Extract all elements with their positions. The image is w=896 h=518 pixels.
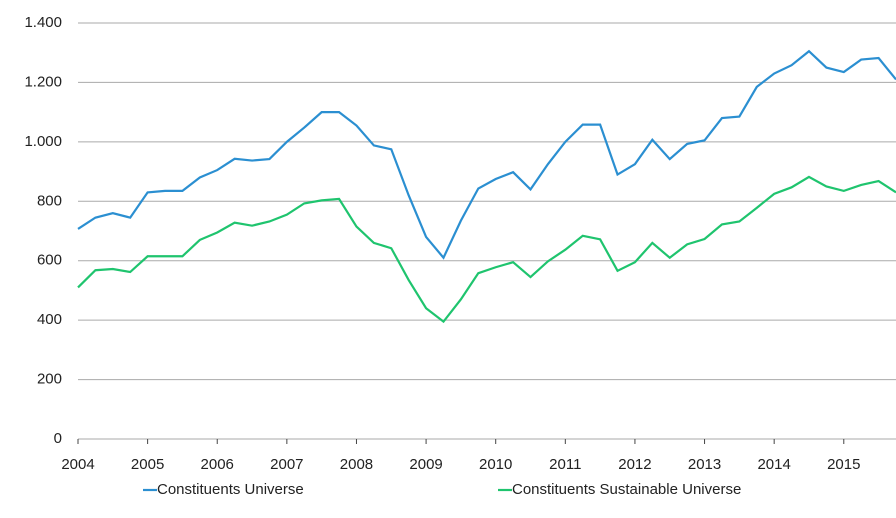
y-tick-label: 1.200: [24, 73, 62, 90]
x-tick-label: 2005: [131, 456, 164, 473]
series-line: [77, 175, 896, 324]
x-tick-label: 2014: [757, 456, 790, 473]
y-tick-label: 600: [37, 252, 62, 269]
x-tick-label: 2015: [827, 456, 860, 473]
x-tick-label: 2012: [618, 456, 651, 473]
x-tick-label: 2006: [201, 456, 234, 473]
series-line: [77, 49, 896, 260]
legend-label: Constituents Universe: [157, 481, 304, 498]
x-tick-label: 2007: [270, 456, 303, 473]
y-tick-label: 1.400: [24, 14, 62, 31]
x-tick-label: 2009: [409, 456, 442, 473]
y-tick-label: 0: [54, 430, 62, 447]
x-tick-label: 2013: [688, 456, 721, 473]
x-tick-label: 2004: [61, 456, 94, 473]
y-tick-label: 200: [37, 371, 62, 388]
x-tick-label: 2011: [549, 456, 581, 473]
x-tick-label: 2008: [340, 456, 373, 473]
legend-label: Constituents Sustainable Universe: [512, 481, 741, 498]
y-tick-label: 800: [37, 192, 62, 209]
y-tick-label: 1.000: [24, 133, 62, 150]
y-tick-label: 400: [37, 311, 62, 328]
x-tick-label: 2010: [479, 456, 512, 473]
